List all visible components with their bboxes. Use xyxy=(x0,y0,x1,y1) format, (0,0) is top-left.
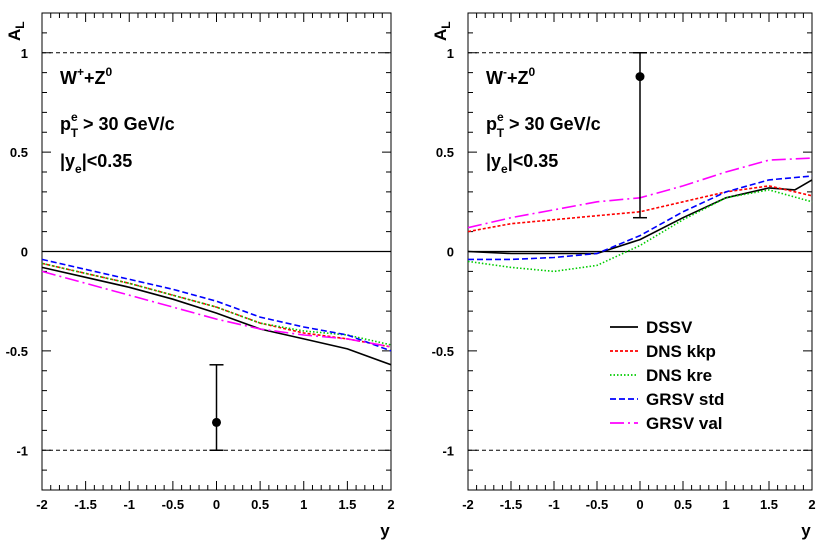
data-point-marker xyxy=(635,72,645,82)
x-tick-label: 2 xyxy=(808,497,815,512)
series-line-dns-kre xyxy=(467,189,813,273)
x-tick-label: -0.5 xyxy=(162,497,184,512)
x-axis-title: y xyxy=(380,521,390,540)
annotation-rapidity-sub: e xyxy=(75,162,82,176)
x-tick-label: -1 xyxy=(548,497,560,512)
y-tick-label: 0 xyxy=(21,245,28,260)
series-line-dssv xyxy=(41,266,392,366)
annotation-pt-rest: > 30 GeV/c xyxy=(504,114,601,134)
x-tick-label: 1.5 xyxy=(338,497,356,512)
y-tick-label: -1 xyxy=(16,443,28,458)
annotation-pt-sup: e xyxy=(71,110,78,124)
y-axis-title-sub: L xyxy=(13,21,27,28)
annotation-process-charge: - xyxy=(503,65,507,79)
y-tick-label: 1 xyxy=(21,46,28,61)
legend-label: DSSV xyxy=(646,318,693,337)
annotation-process-zero: 0 xyxy=(106,65,113,79)
annotation-process: W-+Z0 xyxy=(486,65,536,88)
y-tick-label: 0 xyxy=(447,245,454,260)
y-axis-title: AL xyxy=(431,21,453,41)
series-line-grsv-std xyxy=(41,258,392,352)
annotation-rapidity-sub: e xyxy=(501,162,508,176)
series-line-dns-kre xyxy=(41,262,392,346)
annotation-process-base: W xyxy=(60,68,77,88)
annotation-process-mid: +Z xyxy=(507,68,529,88)
annotation-rapidity-post: |<0.35 xyxy=(508,151,559,171)
annotation-rapidity-cut: |ye|<0.35 xyxy=(60,151,132,176)
annotation-pt-base: p xyxy=(486,114,497,134)
series-line-grsv-std xyxy=(468,175,813,261)
y-axis-title-sub: L xyxy=(439,21,453,28)
right-chart-panel: -2 -1.5 -1 -0.5 0 0.5 1 1.5 210.50-0.5-1ALyW-+Z0… xyxy=(431,12,816,540)
y-axis-title-main: A xyxy=(5,29,24,41)
y-axis-title-main: A xyxy=(431,29,450,41)
legend-label: GRSV val xyxy=(646,414,723,433)
x-tick-label: 0 xyxy=(213,497,220,512)
annotation-rapidity-pre: |y xyxy=(486,151,501,171)
annotation-rapidity-pre: |y xyxy=(60,151,75,171)
y-tick-label: -1 xyxy=(442,443,454,458)
x-tick-label: 0 xyxy=(636,497,643,512)
y-tick-label: 0.5 xyxy=(10,145,28,160)
x-tick-label: -2 xyxy=(36,497,48,512)
annotation-pt-rest: > 30 GeV/c xyxy=(78,114,175,134)
y-tick-label: 0.5 xyxy=(436,145,454,160)
x-tick-label: 1 xyxy=(722,497,729,512)
annotation-pt-base: p xyxy=(60,114,71,134)
legend-label: DNS kre xyxy=(646,366,712,385)
y-tick-label: 1 xyxy=(447,46,454,61)
series-line-dssv xyxy=(467,179,813,255)
data-point-marker xyxy=(212,417,221,427)
x-axis-title: y xyxy=(801,521,811,540)
x-tick-label: -0.5 xyxy=(586,497,608,512)
left-chart-panel: -2 -1.5 -1 -0.5 0 0.5 1 1.5 210.50-0.5-1ALyW++Z0… xyxy=(5,12,395,540)
legend-label: GRSV std xyxy=(646,390,724,409)
series-line-grsv-val xyxy=(41,270,392,348)
legend: DSSV DNS kkp DNS kre GRSV std GRSV val xyxy=(610,318,724,433)
annotation-process-base: W xyxy=(486,68,503,88)
annotation-pt-sub: T xyxy=(71,126,79,140)
y-tick-label: -0.5 xyxy=(432,344,454,359)
annotation-rapidity-post: |<0.35 xyxy=(82,151,133,171)
annotation-pt-cut: pe T > 30 GeV/c xyxy=(486,110,601,140)
legend-label: DNS kkp xyxy=(646,342,716,361)
annotation-process-zero: 0 xyxy=(529,65,536,79)
annotation-process: W++Z0 xyxy=(60,65,113,88)
series-line-dns-kkp xyxy=(467,185,813,233)
x-tick-label: 1.5 xyxy=(760,497,778,512)
x-tick-label: 2 xyxy=(387,497,394,512)
x-tick-label: -2 xyxy=(462,497,474,512)
annotation-process-mid: +Z xyxy=(84,68,106,88)
x-tick-label: 0.5 xyxy=(251,497,269,512)
x-tick-label: -1 xyxy=(123,497,135,512)
x-tick-label: 0.5 xyxy=(674,497,692,512)
x-tick-label: -1.5 xyxy=(500,497,522,512)
x-tick-label: 1 xyxy=(300,497,307,512)
annotation-pt-sub: T xyxy=(497,126,505,140)
annotation-pt-cut: pe T > 30 GeV/c xyxy=(60,110,175,140)
annotation-rapidity-cut: |ye|<0.35 xyxy=(486,151,558,176)
annotation-process-charge: + xyxy=(77,65,84,79)
x-tick-label: -1.5 xyxy=(74,497,96,512)
y-tick-label: -0.5 xyxy=(6,344,28,359)
y-axis-title: AL xyxy=(5,21,27,41)
annotation-pt-sup: e xyxy=(497,110,504,124)
